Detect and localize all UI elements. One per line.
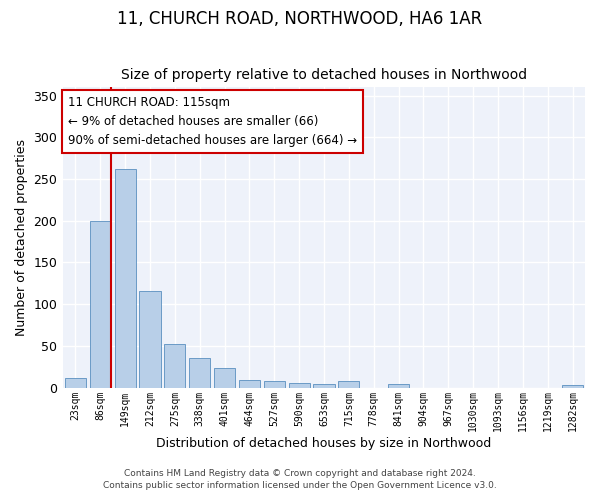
Text: 11 CHURCH ROAD: 115sqm
← 9% of detached houses are smaller (66)
90% of semi-deta: 11 CHURCH ROAD: 115sqm ← 9% of detached … [68,96,358,148]
X-axis label: Distribution of detached houses by size in Northwood: Distribution of detached houses by size … [157,437,491,450]
Bar [313,384,335,388]
Bar [115,169,136,388]
Bar [90,221,111,388]
Bar [239,380,260,388]
Bar [289,384,310,388]
Bar [338,381,359,388]
Bar [264,381,285,388]
Bar [388,384,409,388]
Bar [214,368,235,388]
Title: Size of property relative to detached houses in Northwood: Size of property relative to detached ho… [121,68,527,82]
Bar [65,378,86,388]
Bar [139,291,161,388]
Y-axis label: Number of detached properties: Number of detached properties [15,139,28,336]
Text: 11, CHURCH ROAD, NORTHWOOD, HA6 1AR: 11, CHURCH ROAD, NORTHWOOD, HA6 1AR [118,10,482,28]
Bar [562,385,583,388]
Text: Contains HM Land Registry data © Crown copyright and database right 2024.
Contai: Contains HM Land Registry data © Crown c… [103,468,497,490]
Bar [164,344,185,388]
Bar [189,358,210,388]
